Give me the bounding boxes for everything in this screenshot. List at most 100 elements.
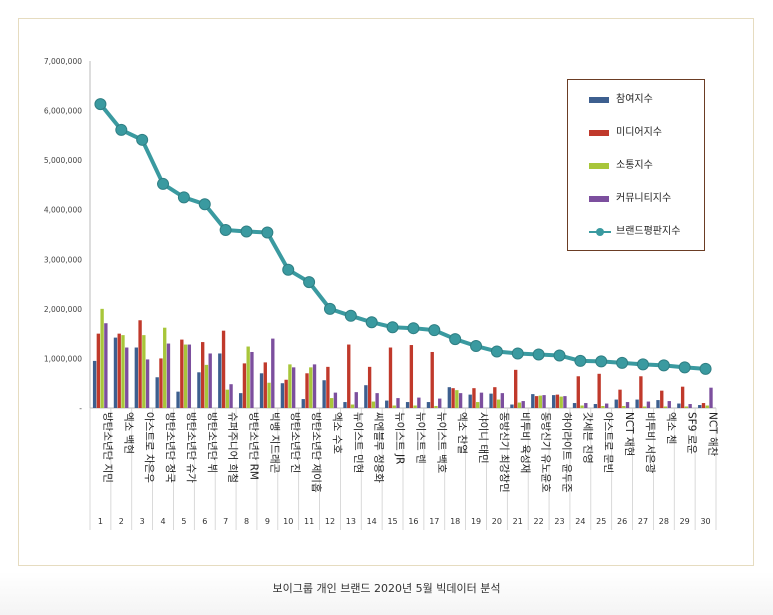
category-number: 1 [98, 517, 103, 526]
category-label: NCT 재현 [623, 412, 635, 456]
brand-point [449, 333, 462, 346]
brand-point [94, 98, 107, 111]
bar-2 [597, 373, 601, 408]
bar-1 [531, 394, 535, 408]
bar-3 [371, 401, 376, 408]
brand-point [323, 302, 336, 315]
category-label: 뉴이스트 백호 [435, 412, 447, 474]
category-number: 28 [659, 517, 669, 526]
bar-3 [142, 335, 146, 408]
bar-2 [159, 358, 163, 408]
legend-label: 참여지수 [616, 94, 653, 105]
bar-3 [413, 405, 417, 408]
bar-2 [138, 320, 142, 408]
bar-1 [468, 394, 472, 408]
bar-2 [639, 376, 643, 408]
bar-4 [354, 392, 358, 408]
bar-2 [514, 369, 518, 408]
bar-1 [614, 399, 618, 408]
bar-3 [476, 402, 480, 408]
category-number: 21 [513, 517, 523, 526]
bar-4 [375, 393, 379, 408]
bar-3 [601, 406, 605, 408]
bar-4 [709, 387, 713, 408]
bar-4 [625, 402, 630, 408]
category-number: 20 [492, 517, 502, 526]
chart-legend: 참여지수 미디어지수 소통지수 커뮤니티지수 브랜드평판지수 [567, 79, 705, 251]
bar-3 [705, 405, 709, 408]
brand-point [470, 340, 483, 353]
bar-4 [166, 343, 171, 408]
bar-3 [309, 367, 313, 408]
bar-3 [580, 405, 584, 408]
bar-3 [455, 390, 459, 408]
bar-2 [347, 344, 351, 408]
category-label: 뉴이스트 렌 [414, 412, 426, 464]
bar-1 [593, 404, 598, 408]
category-number: 13 [346, 517, 356, 526]
legend-swatch [589, 130, 609, 136]
bar-1 [343, 402, 347, 408]
bar-4 [125, 347, 129, 408]
category-number: 8 [244, 517, 249, 526]
bar-3 [434, 406, 438, 408]
bar-4 [312, 364, 317, 408]
legend-label: 브랜드평판지수 [616, 226, 681, 237]
brand-point [595, 355, 608, 368]
bar-2 [409, 345, 414, 408]
category-label: 슈퍼주니어 희철 [227, 412, 239, 483]
bar-1 [426, 402, 431, 408]
category-label: 아스트로 문빈 [602, 412, 614, 473]
bar-1 [301, 399, 305, 408]
category-label: 동방신기 최강창민 [498, 412, 510, 493]
category-label: 방탄소년단 정국 [164, 412, 176, 483]
category-number: 26 [617, 517, 627, 526]
category-label: 뉴이스트 민현 [352, 412, 364, 473]
brand-point [303, 276, 316, 289]
category-label: 하이라이트 윤두준 [561, 412, 574, 493]
legend-swatch [589, 163, 609, 169]
y-tick-label: 6,000,000 [44, 107, 82, 116]
legend-item: 미디어지수 [568, 125, 706, 141]
brand-point [699, 362, 712, 375]
bar-4 [646, 401, 651, 408]
category-label: 방탄소년단 뷔 [206, 412, 218, 473]
bar-1 [656, 400, 660, 408]
bar-3 [642, 406, 647, 408]
category-number: 3 [140, 517, 145, 526]
brand-point [240, 225, 253, 238]
bar-3 [183, 344, 188, 408]
bar-4 [104, 323, 108, 408]
bar-1 [677, 403, 681, 408]
legend-swatch [589, 97, 609, 103]
category-number: 15 [387, 517, 397, 526]
category-label: 엑소 찬열 [456, 412, 468, 454]
bar-2 [576, 376, 580, 408]
bar-1 [238, 393, 243, 408]
bar-3 [100, 308, 104, 408]
brand-point [136, 133, 149, 146]
bar-3 [392, 405, 396, 408]
bar-1 [322, 380, 326, 408]
bar-3 [622, 406, 626, 408]
bar-4 [187, 344, 192, 408]
bar-1 [92, 360, 97, 408]
bar-3 [163, 327, 167, 408]
bar-2 [201, 342, 205, 408]
bar-2 [326, 366, 330, 408]
bar-1 [447, 387, 452, 408]
bar-4 [208, 353, 212, 408]
bar-2 [472, 388, 476, 408]
bar-3 [246, 346, 250, 408]
category-number: 17 [429, 517, 439, 526]
brand-point [490, 345, 503, 358]
bar-1 [176, 391, 180, 408]
bar-3 [684, 406, 689, 408]
bar-2 [660, 390, 664, 408]
bar-1 [259, 373, 264, 408]
bar-3 [329, 398, 334, 408]
category-label: 동방신기 유노윤호 [540, 412, 552, 493]
bar-2 [263, 362, 267, 408]
bar-2 [242, 363, 247, 408]
bar-1 [635, 399, 639, 408]
